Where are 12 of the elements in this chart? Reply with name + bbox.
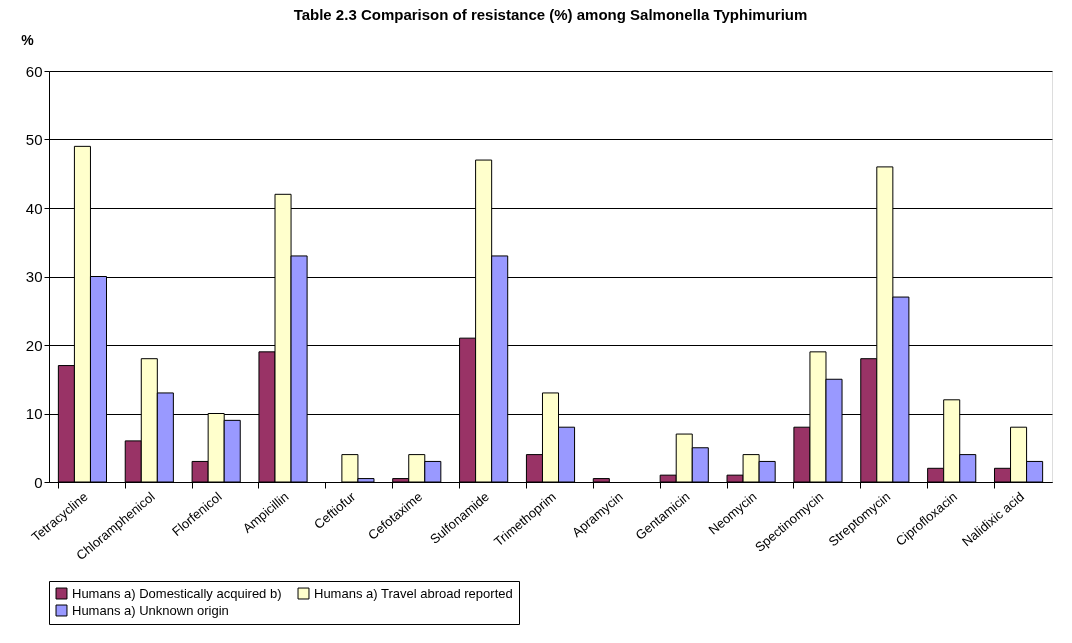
legend-label: Humans a) Domestically acquired b) xyxy=(72,585,282,601)
legend-label: Humans a) Travel abroad reported xyxy=(314,585,513,601)
y-tick-label: 0 xyxy=(34,473,43,491)
chart-title: Table 2.3 Comparison of resistance (%) among Salmonella Typhimurium xyxy=(293,6,808,23)
y-tick-label: 60 xyxy=(25,62,43,80)
y-tick-label: 40 xyxy=(25,199,43,217)
y-tick-label: 10 xyxy=(25,405,43,422)
y-tick-label: 50 xyxy=(25,131,43,148)
y-tick-label: 30 xyxy=(25,268,43,285)
y-tick-label: 20 xyxy=(25,336,43,354)
legend-label: Humans a) Unknown origin xyxy=(72,602,229,618)
y-axis-title: % xyxy=(21,31,35,48)
